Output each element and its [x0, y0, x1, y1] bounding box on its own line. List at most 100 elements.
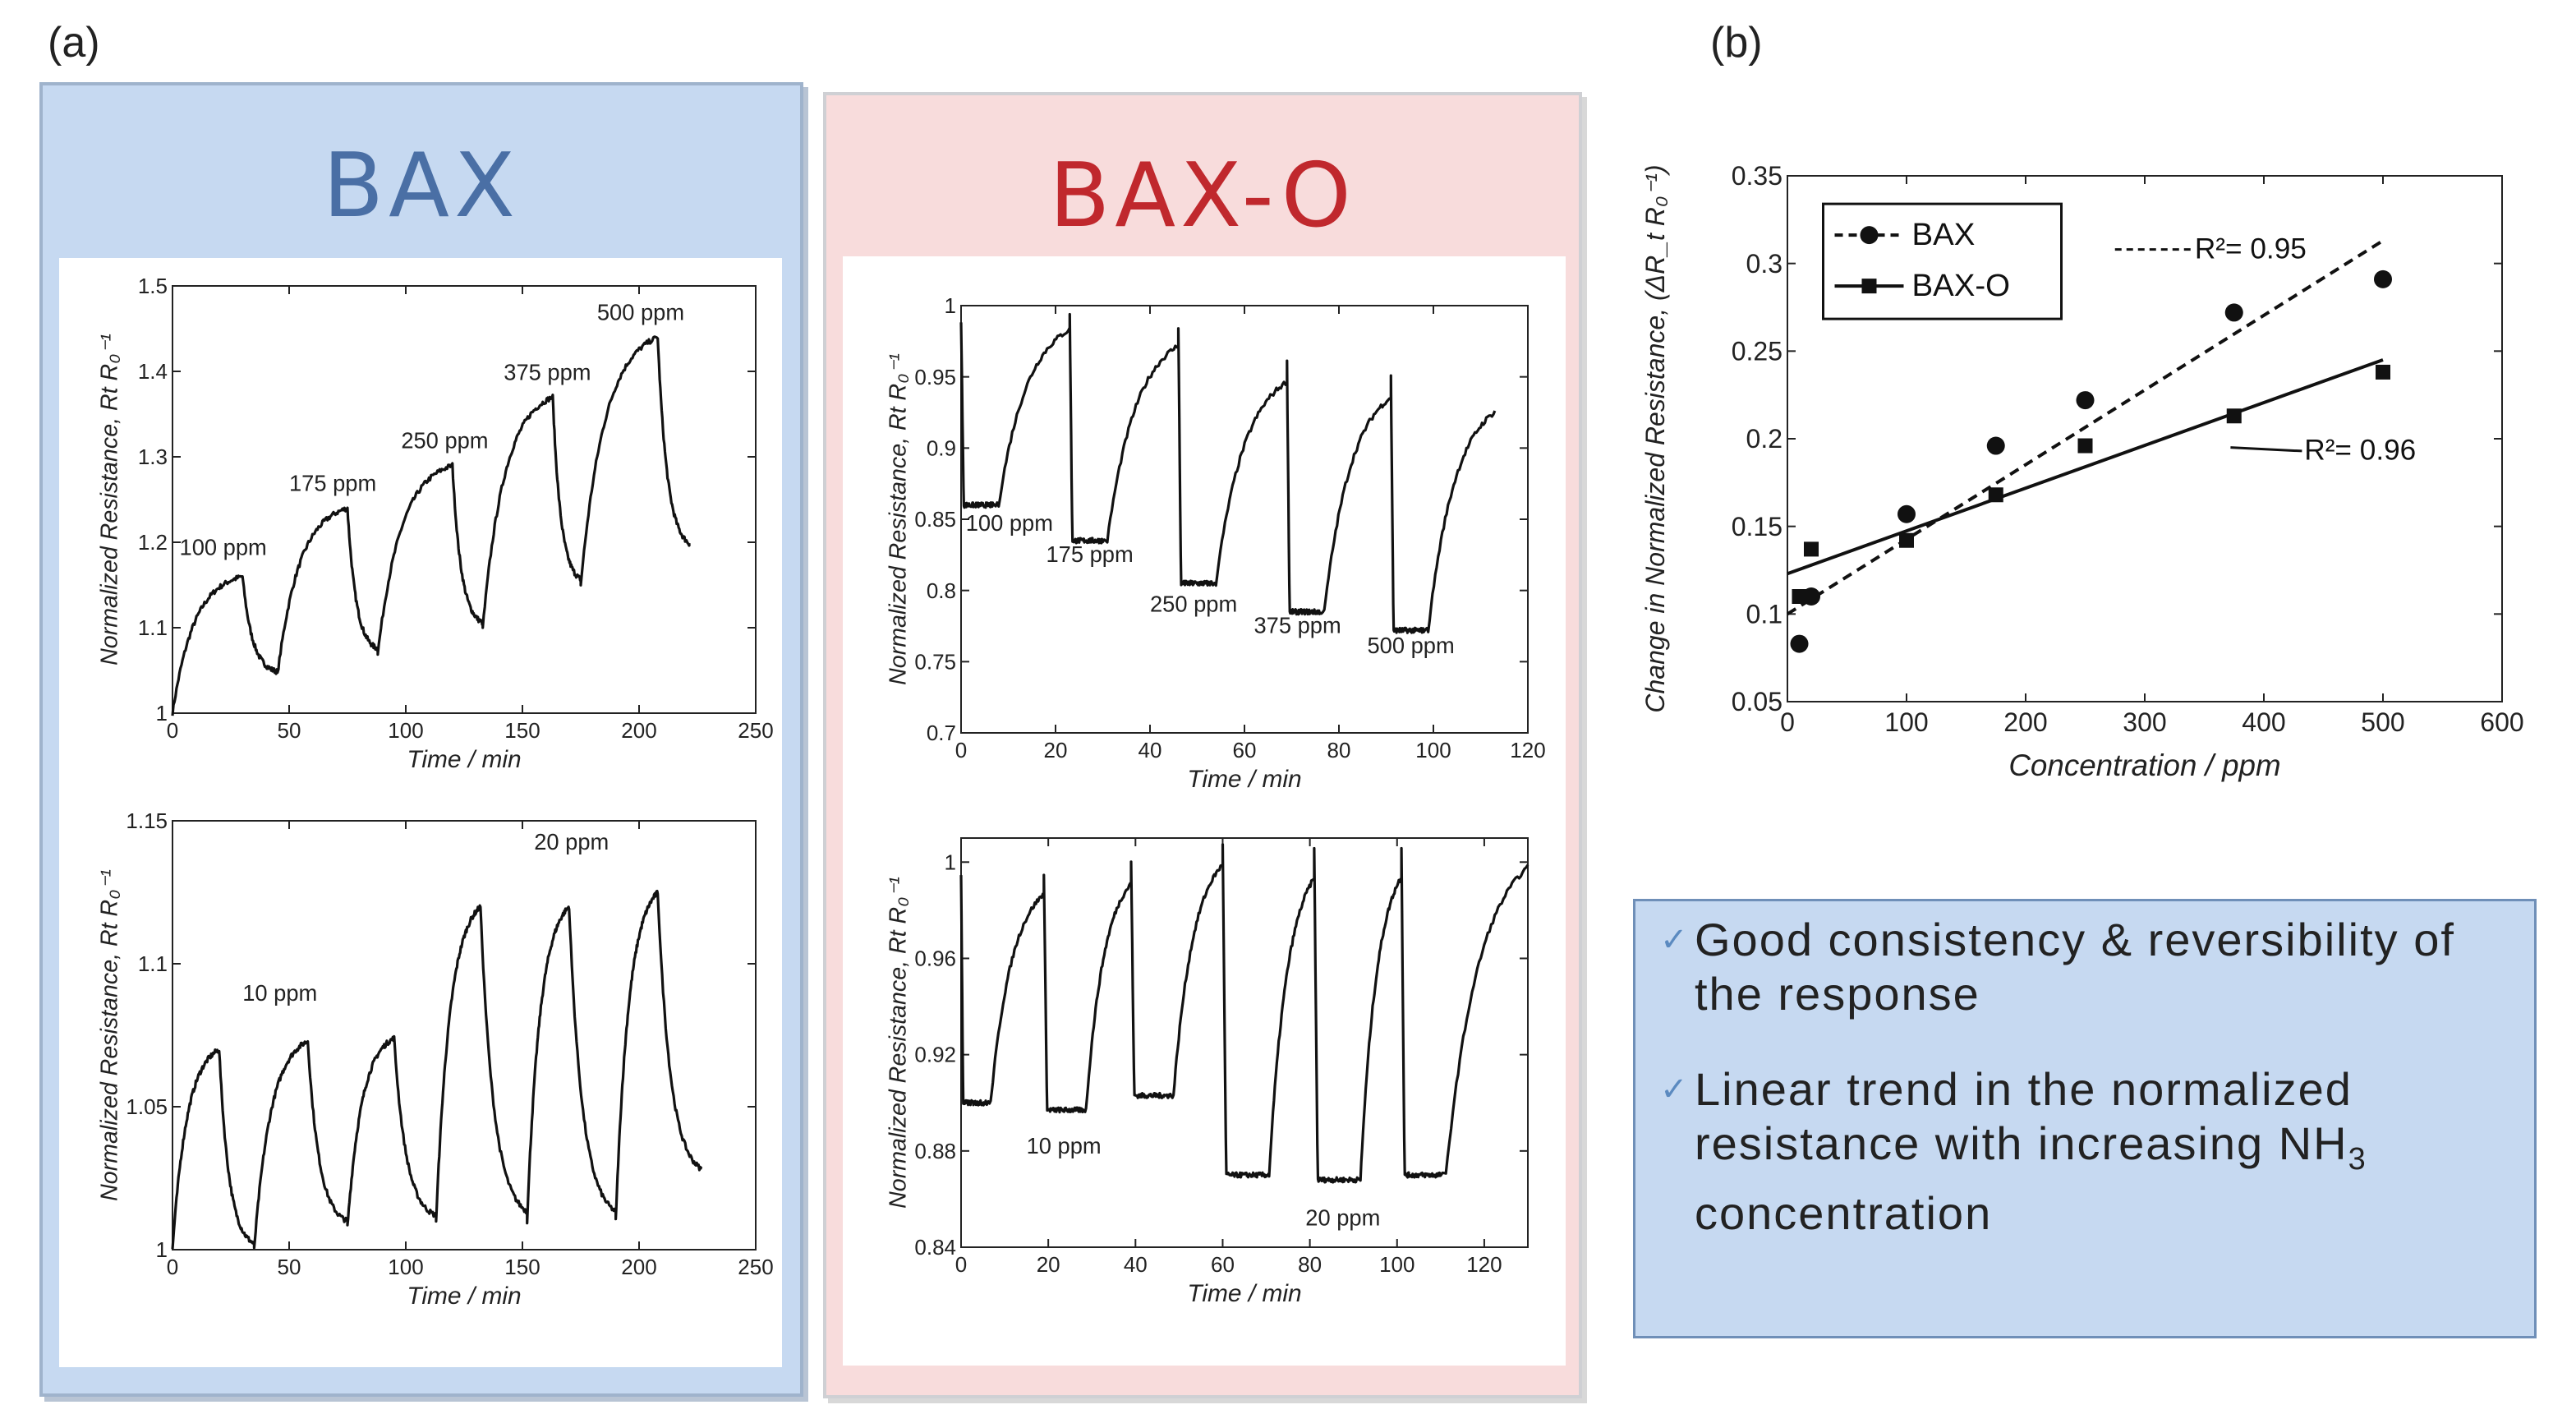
x-tick-label: 400 [2242, 707, 2285, 737]
x-tick-label: 80 [1298, 1252, 1322, 1277]
baxo-point [1988, 487, 2003, 503]
check-icon: ✓ [1660, 1071, 1690, 1108]
x-tick-label: 100 [1379, 1252, 1414, 1277]
baxo-point [1899, 532, 1914, 548]
x-tick-label: 200 [2003, 707, 2047, 737]
bax-title: BAX [323, 135, 520, 237]
check-icon: ✓ [1660, 922, 1690, 958]
y-tick-label: 0.25 [1732, 337, 1782, 366]
y-axis-label: Normalized Resistance, Rt R₀⁻¹ [96, 334, 122, 666]
plot-frame [960, 837, 1529, 1248]
y-tick-label: 0.95 [914, 365, 956, 389]
legend-marker-bax [1860, 226, 1879, 245]
x-axis-label: Time / min [1187, 1280, 1301, 1307]
bax-point [2224, 303, 2243, 322]
x-tick-label: 300 [2123, 707, 2166, 737]
baxo-point [2376, 364, 2390, 380]
y-tick-label: 1.2 [138, 530, 168, 555]
y-axis-label: Change in Normalized Resistance, (ΔR_t R… [1640, 164, 1670, 712]
x-tick-label: 250 [738, 718, 773, 743]
y-tick-label: 1.1 [138, 615, 168, 640]
x-tick-label: 600 [2480, 707, 2523, 737]
baxo-low-concentration-chart: 0 20 40 60 80 100 120 0.84 0.88 0.92 0.96 1 10 ppm 20… [885, 837, 1530, 1307]
baxo-high-concentration-chart: 0 20 40 60 80 100 120 0.7 0.75 0.8 0.85 0.9 0.95 1 100… [885, 293, 1545, 793]
response-curve [171, 889, 703, 1250]
y-tick-label: 0.84 [914, 1235, 956, 1260]
x-tick-label: 60 [1233, 738, 1257, 762]
x-tick-label: 250 [738, 1255, 773, 1279]
fit-line-0 [1786, 239, 2385, 616]
y-tick-label: 0.8 [927, 578, 956, 603]
concentration-fit-chart: 0 100 200 300 400 500 600 0.05 0.1 0.15 0.2 0.25 0.3… [1640, 161, 2524, 782]
y-tick-label: 0.7 [927, 721, 956, 745]
bax-point [1986, 436, 2005, 455]
x-tick-label: 150 [504, 718, 540, 743]
x-tick-label: 0 [955, 738, 967, 762]
x-tick-label: 20 [1044, 738, 1068, 762]
y-tick-label: 0.1 [1746, 600, 1782, 629]
concentration-annotation: 10 ppm [242, 980, 317, 1006]
x-tick-label: 0 [1780, 707, 1795, 737]
y-tick-label: 1.4 [138, 359, 168, 384]
x-tick-label: 20 [1037, 1252, 1060, 1277]
y-axis-label: Normalized Resistance, Rt R₀⁻¹ [96, 869, 122, 1201]
concentration-annotation: 100 ppm [966, 510, 1053, 536]
bullet-linear-trend: ✓ Linear trend in the normalized resista… [1660, 1062, 2514, 1241]
response-curve [171, 335, 692, 716]
response-curve [959, 843, 1530, 1184]
y-tick-label: 1.15 [126, 808, 168, 833]
x-tick-label: 50 [278, 718, 301, 743]
x-tick-label: 500 [2361, 707, 2404, 737]
x-tick-label: 100 [1415, 738, 1451, 762]
y-tick-label: 0.85 [914, 507, 956, 532]
legend-label-bax: BAX [1912, 217, 1976, 252]
r2-label-baxo: R²= 0.96 [2304, 435, 2416, 467]
x-tick-label: 120 [1466, 1252, 1502, 1277]
concentration-annotation: 500 ppm [597, 300, 684, 325]
y-tick-label: 1.05 [126, 1094, 168, 1119]
x-tick-label: 120 [1510, 738, 1545, 762]
baxo-point [2226, 408, 2242, 424]
x-tick-label: 200 [621, 718, 656, 743]
y-tick-label: 0.75 [914, 649, 956, 674]
baxo-title: BAX-O [1049, 145, 1356, 247]
x-tick-label: 200 [621, 1255, 656, 1279]
y-tick-label: 0.35 [1732, 161, 1782, 191]
concentration-annotation: 375 ppm [1254, 613, 1341, 638]
r2-label-bax: R²= 0.95 [2195, 233, 2307, 265]
concentration-annotation: 175 ppm [289, 471, 376, 496]
baxo-point [2077, 438, 2093, 454]
x-axis-label: Time / min [407, 746, 521, 773]
x-axis-label: Time / min [407, 1283, 521, 1310]
fit-line-1 [1787, 358, 2384, 576]
concentration-annotation: 250 ppm [1150, 592, 1237, 617]
panel-label-a: (a) [48, 19, 100, 67]
concentration-annotation: 250 ppm [401, 428, 488, 454]
y-tick-label: 0.15 [1732, 512, 1782, 541]
legend-label-baxo: BAX-O [1912, 268, 2010, 303]
x-tick-label: 0 [167, 1255, 178, 1279]
legend-box [1822, 202, 2063, 320]
concentration-annotation: 20 ppm [534, 829, 609, 854]
x-tick-label: 60 [1211, 1252, 1235, 1277]
x-tick-label: 40 [1138, 738, 1162, 762]
bax-point [1790, 634, 1809, 653]
x-axis-label: Concentration / ppm [2008, 748, 2280, 782]
x-tick-label: 80 [1327, 738, 1351, 762]
bullet-consistency-text: Good consistency & reversibility of the … [1695, 914, 2455, 1020]
x-tick-label: 100 [388, 718, 423, 743]
bax-high-concentration-chart: 0 50 100 150 200 250 1 1.1 1.2 1.3 1.4 1.5 100 ppm 17… [96, 274, 773, 773]
bax-point [1898, 504, 1916, 523]
plot-frame [172, 285, 757, 714]
concentration-annotation: 20 ppm [1305, 1205, 1380, 1231]
x-tick-label: 40 [1124, 1252, 1148, 1277]
concentration-annotation: 175 ppm [1046, 541, 1134, 567]
x-tick-label: 150 [504, 1255, 540, 1279]
x-tick-label: 50 [278, 1255, 301, 1279]
y-tick-label: 0.92 [914, 1043, 956, 1067]
y-tick-label: 1 [156, 701, 168, 725]
y-axis-label: Normalized Resistance, Rt R₀⁻¹ [885, 877, 911, 1209]
panel-label-b: (b) [1710, 19, 1763, 67]
concentration-annotation: 500 ppm [1368, 633, 1455, 658]
y-tick-label: 0.05 [1732, 687, 1782, 716]
